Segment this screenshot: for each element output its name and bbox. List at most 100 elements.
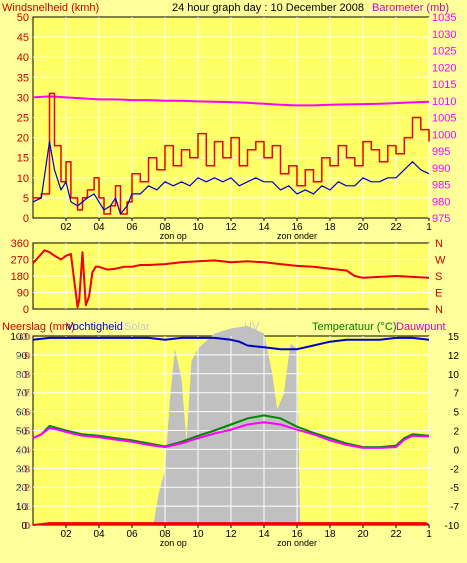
x-tick-label-3: 04 [93,529,105,540]
wind-y-tick-label: 45 [17,32,29,44]
solar-y-tick-label: 525 [16,389,31,399]
direction-compass-label: W [435,255,446,267]
solar-axis-label: Solar [124,321,150,333]
rain-y-tick-label: 6 [24,408,30,419]
solar-y-tick-label: 675 [16,351,31,361]
x-tick-label-1: 22 [390,222,402,233]
rain-y-tick-label: 7 [24,389,30,400]
barometer-y-tick-label: 1020 [432,62,456,74]
sunset-label-3: zon onder [277,538,317,548]
wind-axis-label: Windsnelheid (kmh) [2,2,100,14]
humidity-y-tick-label: 30 [16,464,28,475]
humidity-y-tick-label: 40 [16,445,28,456]
barometer-y-tick-label: 990 [432,163,450,175]
x-tick-label-3: 08 [159,529,171,540]
humidity-y-tick-label: 80 [16,370,28,381]
humidity-line [32,336,430,351]
x-tick-label-3: 14 [258,529,270,540]
x-tick-label-1: 1 [426,222,432,233]
temperature-y-tick-label: 7 [453,389,459,400]
x-tick-label-3: 22 [390,529,402,540]
rain-y-tick-label: 0 [24,521,30,532]
humidity-y-tick-label: 20 [16,483,28,494]
x-tick-label-3: 1 [426,529,432,540]
temperature-y-tick-label: -5 [450,483,459,494]
dewpoint-axis-label: Dauwpunt [396,321,446,333]
rain-line [32,522,430,526]
wind-y-tick-label: 0 [23,213,29,225]
barometer-y-tick-label: 995 [432,146,450,158]
humidity-y-tick-label: 60 [16,408,28,419]
wind-y-tick-label: 25 [17,113,29,125]
barometer-y-tick-label: 1030 [432,29,456,41]
barometer-y-tick-label: 1015 [432,79,456,91]
barometer-y-tick-label: 980 [432,196,450,208]
direction-y-tick-label: 90 [17,288,29,300]
humidity-y-tick-label: 70 [16,389,28,400]
solar-y-tick-label: 750 [16,332,31,342]
direction-y-tick-label: 180 [11,271,29,283]
x-tick-label-3: 16 [291,529,303,540]
humidity-y-tick-label: 0 [21,521,27,532]
humidity-y-tick-label: 100 [10,332,27,343]
x-tick-label-3: 06 [126,529,138,540]
rain-y-tick-label: 1 [24,502,30,513]
solar-y-tick-label: 0 [26,521,31,531]
humidity-y-tick-label: 90 [16,351,28,362]
wind-y-tick-label: 10 [17,173,29,185]
barometer-y-tick-label: 1010 [432,96,456,108]
sunset-label-1: zon onder [277,231,317,241]
x-tick-label-1: 20 [357,222,369,233]
temperature-y-tick-label: 12 [448,351,460,362]
wind-average-line [32,141,430,215]
sunrise-label-1: zon op [160,231,187,241]
barometer-axis-label: Barometer (mb) [372,2,450,14]
temperature-y-tick-label: -2 [450,464,459,475]
humidity-y-tick-label: 50 [16,427,28,438]
wind-y-tick-label: 5 [23,193,29,205]
dewpoint-line [32,421,430,449]
solar-y-tick-label: 150 [16,483,31,493]
rain-y-tick-label: 5 [24,427,30,438]
x-tick-label-1: 12 [225,222,237,233]
temperature-axis-label: Temperatuur (°C) [312,321,397,333]
x-tick-label-1: 16 [291,222,303,233]
wind-y-tick-label: 35 [17,72,29,84]
x-tick-label-3: 18 [324,529,336,540]
rain-y-tick-label: 9 [24,351,30,362]
barometer-y-tick-label: 1000 [432,129,456,141]
rain-y-tick-label: 2 [24,483,30,494]
rain-y-tick-label: 3 [24,464,30,475]
x-tick-label-1: 10 [192,222,204,233]
direction-compass-label: N [435,304,443,316]
barometer-y-tick-label: 1005 [432,113,456,125]
direction-compass-label: E [435,288,442,300]
direction-y-tick-label: 360 [11,238,29,250]
x-tick-label-1: 18 [324,222,336,233]
sunrise-label-3: zon op [160,538,187,548]
rain-y-tick-label: 4 [24,445,30,456]
barometer-line [32,95,430,107]
temperature-y-tick-label: 10 [448,370,460,381]
wind-y-tick-label: 50 [17,12,29,24]
barometer-y-tick-label: 1035 [432,12,456,24]
temperature-y-tick-label: -7 [450,502,459,513]
wind-y-tick-label: 20 [17,133,29,145]
direction-y-tick-label: 270 [11,255,29,267]
direction-compass-label: N [435,238,443,250]
temperature-y-tick-label: -10 [445,521,460,532]
x-tick-label-1: 06 [126,222,138,233]
wind-y-tick-label: 30 [17,92,29,104]
x-tick-label-1: 04 [93,222,105,233]
chart-title: 24 hour graph day : 10 December 2008 [172,2,365,14]
solar-y-tick-label: 75 [21,502,31,512]
solar-y-tick-label: 450 [16,408,31,418]
x-tick-label-1: 08 [159,222,171,233]
wind-direction-line [32,249,430,309]
direction-y-tick-label: 0 [23,304,29,316]
solar-y-tick-label: 300 [16,445,31,455]
solar-y-tick-label: 225 [16,464,31,474]
rain-y-tick-label: 10 [19,332,31,343]
